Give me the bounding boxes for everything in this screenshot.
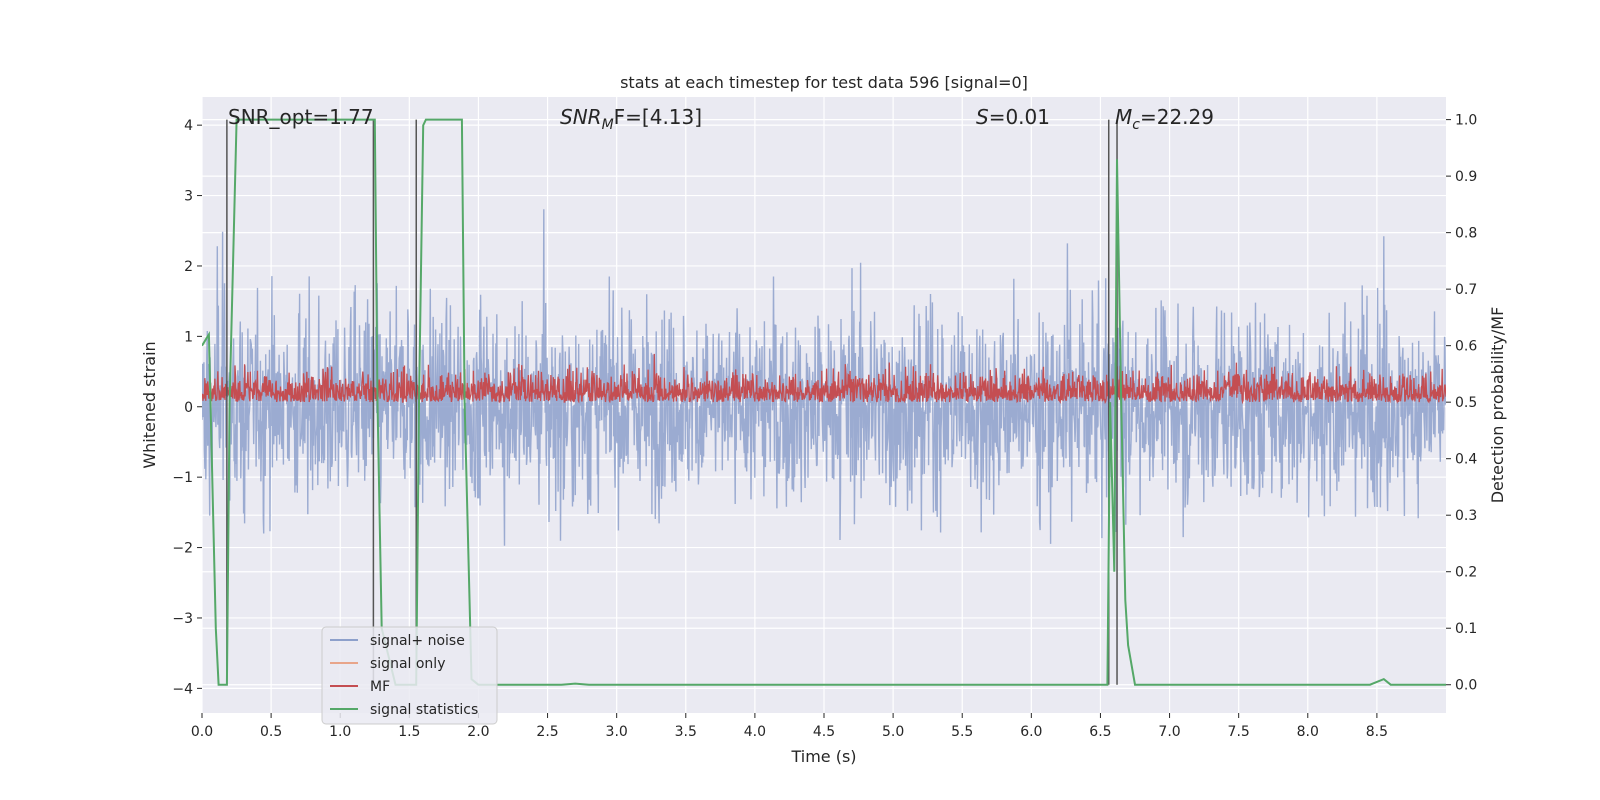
- y-axis-label-left: Whitened strain: [140, 341, 159, 468]
- y-tick-label-left: −4: [172, 681, 193, 697]
- legend-entry-label: MF: [370, 679, 390, 695]
- x-tick-label: 8.5: [1366, 724, 1388, 740]
- y-tick-label-left: 3: [184, 189, 193, 205]
- x-tick-label: 8.0: [1297, 724, 1319, 740]
- x-tick-label: 6.0: [1020, 724, 1042, 740]
- y-tick-label-left: 0: [184, 400, 193, 416]
- y-tick-label-right: 0.6: [1455, 339, 1477, 355]
- series-mf: [202, 353, 1446, 405]
- annotation-snr-opt: SNR_opt=1.77: [228, 105, 374, 129]
- y-tick-label-left: −1: [172, 470, 193, 486]
- x-tick-label: 0.5: [260, 724, 282, 740]
- y-tick-label-right: 0.8: [1455, 226, 1477, 242]
- y-tick-label-left: 2: [184, 259, 193, 275]
- x-tick-label: 7.0: [1158, 724, 1180, 740]
- annotation-snr-mf: SNRMF=[4.13]: [560, 105, 702, 133]
- y-tick-label-right: 0.5: [1455, 395, 1477, 411]
- y-tick-label-left: 1: [184, 329, 193, 345]
- y-tick-label-right: 0.9: [1455, 169, 1477, 185]
- x-tick-label: 2.0: [467, 724, 489, 740]
- x-tick-label: 4.0: [744, 724, 766, 740]
- chart-title: stats at each timestep for test data 596…: [620, 73, 1028, 92]
- y-tick-label-right: 0.3: [1455, 508, 1477, 524]
- annotation-s: S=0.01: [976, 105, 1050, 129]
- legend: signal+ noise signal only MF signal statist…: [321, 626, 498, 725]
- y-tick-label-right: 0.4: [1455, 452, 1477, 468]
- legend-entry-label: signal statistics: [370, 702, 478, 718]
- y-tick-label-left: 4: [184, 118, 193, 134]
- x-tick-label: 1.0: [329, 724, 351, 740]
- y-tick-label-left: −2: [172, 541, 193, 557]
- legend-entry-label: signal+ noise: [370, 633, 465, 649]
- x-tick-label: 1.5: [398, 724, 420, 740]
- x-tick-label: 0.0: [191, 724, 213, 740]
- x-tick-label: 5.0: [882, 724, 904, 740]
- x-tick-label: 3.0: [606, 724, 628, 740]
- y-tick-label-right: 0.2: [1455, 565, 1477, 581]
- y-axis-label-right: Detection probability/MF: [1488, 307, 1507, 504]
- y-tick-label-right: 0.1: [1455, 621, 1477, 637]
- y-tick-label-right: 0.0: [1455, 678, 1477, 694]
- x-axis-label: Time (s): [790, 747, 856, 766]
- legend-box: [321, 626, 498, 725]
- x-tick-label: 4.5: [813, 724, 835, 740]
- x-tick-label: 6.5: [1089, 724, 1111, 740]
- y-tick-label-left: −3: [172, 611, 193, 627]
- y-tick-label-right: 0.7: [1455, 282, 1477, 298]
- legend-entry-label: signal only: [370, 656, 445, 672]
- x-tick-label: 3.5: [675, 724, 697, 740]
- series-signal-statistics: [202, 118, 1446, 686]
- annotation-mc: Mc=22.29: [1115, 105, 1214, 133]
- x-tick-label: 2.5: [536, 724, 558, 740]
- x-tick-label: 7.5: [1228, 724, 1250, 740]
- y-tick-label-right: 1.0: [1455, 113, 1477, 129]
- x-tick-label: 5.5: [951, 724, 973, 740]
